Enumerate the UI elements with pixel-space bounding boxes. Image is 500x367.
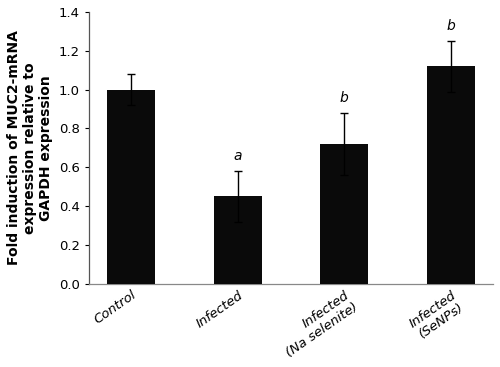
Text: b: b <box>446 19 455 33</box>
Bar <box>214 196 262 284</box>
Bar <box>108 90 156 284</box>
Text: a: a <box>234 149 242 163</box>
Bar <box>427 66 474 284</box>
Bar <box>320 144 368 284</box>
Y-axis label: Fold induction of MUC2-mRNA
expression relative to
GAPDH expression: Fold induction of MUC2-mRNA expression r… <box>7 30 54 265</box>
Text: b: b <box>340 91 348 105</box>
